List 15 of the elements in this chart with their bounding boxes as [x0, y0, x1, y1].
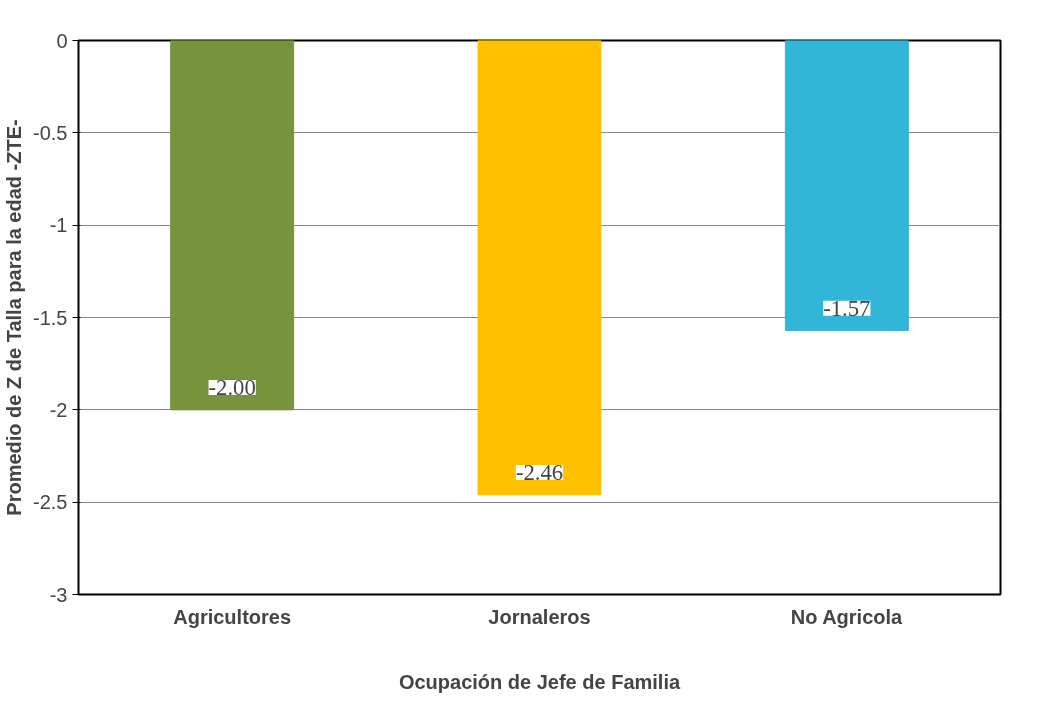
- y-tick-label: -1.5: [33, 306, 68, 329]
- y-axis-title: Promedio de Z de Talla para la edad -ZTE-: [3, 119, 26, 516]
- x-tick-label: Jornaleros: [488, 605, 591, 628]
- data-label: -2.00: [208, 375, 256, 401]
- data-label: -1.57: [823, 295, 871, 321]
- y-tick-label: -1: [49, 214, 68, 237]
- y-tick-label: -2: [49, 398, 68, 421]
- x-tick-label: Agricultores: [173, 605, 292, 628]
- y-tick-label: 0: [56, 29, 68, 52]
- data-label: -2.46: [515, 460, 564, 486]
- y-tick-label: -0.5: [33, 121, 68, 144]
- y-tick-label: -3: [49, 583, 68, 606]
- x-axis-title: Ocupación de Jefe de Familia: [398, 670, 681, 693]
- y-tick-label: -2.5: [33, 491, 68, 514]
- x-tick-label: No Agricola: [790, 605, 904, 628]
